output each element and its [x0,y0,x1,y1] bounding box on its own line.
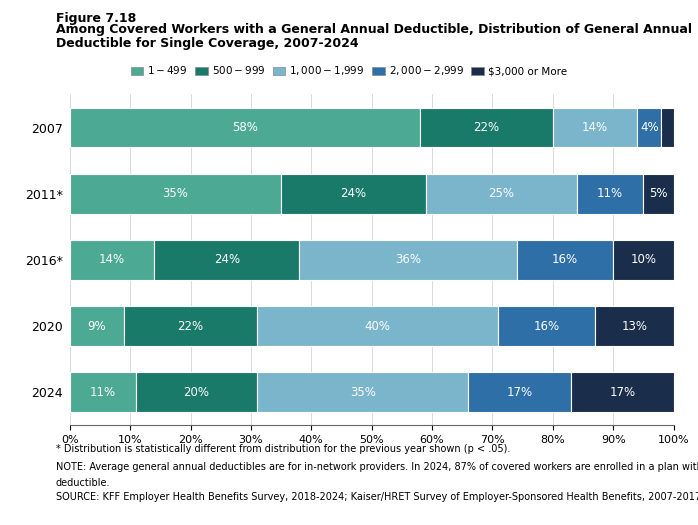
Bar [426,174,577,214]
Text: 22%: 22% [177,320,204,332]
Text: 24%: 24% [341,187,366,200]
Text: 5%: 5% [649,187,668,200]
Bar [70,174,281,214]
Text: Among Covered Workers with a General Annual Deductible, Distribution of General : Among Covered Workers with a General Ann… [56,23,692,36]
Bar [124,306,257,346]
Text: 17%: 17% [507,386,533,398]
Bar [70,372,136,412]
Text: deductible.: deductible. [56,478,110,488]
Text: 17%: 17% [609,386,635,398]
Text: 35%: 35% [350,386,376,398]
Text: Deductible for Single Coverage, 2007-2024: Deductible for Single Coverage, 2007-202… [56,37,359,50]
Text: 36%: 36% [395,254,421,266]
Text: 24%: 24% [214,254,240,266]
Text: 16%: 16% [552,254,578,266]
Text: 11%: 11% [90,386,116,398]
Text: 14%: 14% [582,121,608,134]
Bar [498,306,595,346]
Bar [577,174,644,214]
Text: 10%: 10% [630,254,656,266]
Bar [644,174,674,214]
Bar [257,306,498,346]
Bar [299,240,517,280]
Bar [468,372,571,412]
Legend: $1 - $499, $500 - $999, $1,000 - $1,999, $2,000 - $2,999, $3,000 or More: $1 - $499, $500 - $999, $1,000 - $1,999,… [131,65,567,77]
Text: Figure 7.18: Figure 7.18 [56,12,136,25]
Bar [571,372,674,412]
Bar [154,240,299,280]
Text: 58%: 58% [232,121,258,134]
Bar [257,372,468,412]
Bar [517,240,613,280]
Text: 4%: 4% [640,121,659,134]
Text: 13%: 13% [621,320,647,332]
Bar [420,108,553,148]
Text: 22%: 22% [473,121,500,134]
Text: 16%: 16% [534,320,560,332]
Bar [281,174,426,214]
Text: 40%: 40% [365,320,391,332]
Text: 20%: 20% [184,386,209,398]
Text: 35%: 35% [163,187,188,200]
Text: 9%: 9% [88,320,106,332]
Bar [613,240,674,280]
Text: 14%: 14% [99,254,125,266]
Bar [553,108,637,148]
Bar [70,240,154,280]
Text: * Distribution is statistically different from distribution for the previous yea: * Distribution is statistically differen… [56,444,510,454]
Text: 11%: 11% [597,187,623,200]
Bar [70,306,124,346]
Bar [595,306,674,346]
Text: SOURCE: KFF Employer Health Benefits Survey, 2018-2024; Kaiser/HRET Survey of Em: SOURCE: KFF Employer Health Benefits Sur… [56,492,698,502]
Bar [136,372,257,412]
Bar [662,108,674,148]
Bar [637,108,662,148]
Text: 25%: 25% [489,187,514,200]
Text: NOTE: Average general annual deductibles are for in-network providers. In 2024, : NOTE: Average general annual deductibles… [56,462,698,472]
Bar [70,108,420,148]
